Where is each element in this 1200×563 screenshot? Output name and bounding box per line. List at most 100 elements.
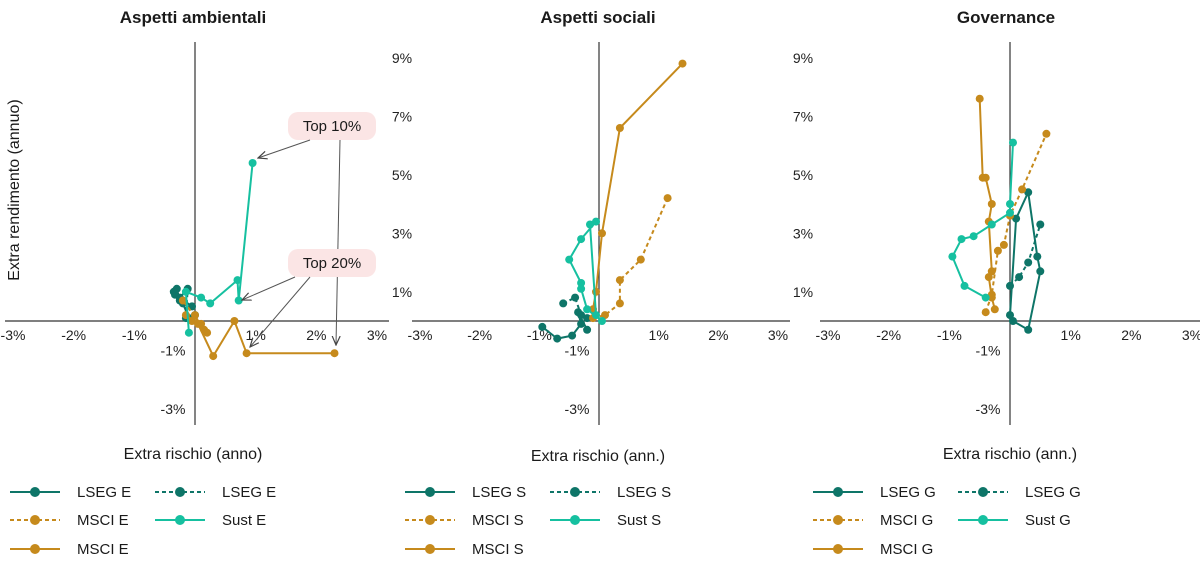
x-tick-label: -3% — [408, 327, 433, 343]
y-tick-label: 1% — [793, 284, 813, 300]
legend-item: MSCI G — [813, 512, 933, 529]
legend-item: MSCI S — [405, 541, 524, 558]
data-point — [981, 173, 990, 182]
y-tick-label: 7% — [392, 108, 412, 124]
legend-marker — [978, 487, 988, 497]
annotation-arrow — [258, 139, 311, 158]
x-tick-label: 1% — [649, 327, 669, 343]
legend-item: Sust G — [958, 512, 1071, 529]
legend-label: MSCI S — [472, 512, 524, 529]
legend-marker — [30, 487, 40, 497]
legend-item: LSEG S — [550, 484, 671, 501]
data-point — [181, 287, 190, 296]
data-point — [583, 325, 592, 334]
x-tick-label: -1% — [122, 327, 147, 343]
series-line — [1009, 224, 1042, 287]
data-point — [565, 255, 574, 264]
legend-item: LSEG S — [405, 484, 526, 501]
legend-marker — [570, 487, 580, 497]
data-point — [615, 124, 624, 132]
x-axis-label: Extra rischio (anno) — [124, 446, 263, 463]
y-tick-label: -1% — [565, 342, 590, 358]
legend-marker — [833, 544, 843, 554]
legend-marker — [833, 515, 843, 525]
x-tick-label: -3% — [1, 327, 26, 343]
data-point — [948, 252, 957, 261]
data-point — [577, 319, 586, 328]
data-point — [1036, 220, 1045, 229]
data-point — [197, 293, 206, 302]
data-point — [206, 299, 215, 308]
x-tick-label: 2% — [708, 327, 728, 343]
data-point — [636, 255, 645, 264]
data-point — [981, 308, 990, 317]
legend-item: MSCI E — [10, 512, 129, 529]
y-tick-label: 5% — [793, 167, 813, 183]
data-point — [1006, 200, 1014, 208]
annotation-1: Top 10% — [258, 112, 376, 345]
legend-marker — [30, 515, 40, 525]
y-tick-label: 9% — [793, 50, 813, 66]
data-point — [615, 299, 624, 308]
y-axis-label: Extra rendimento (annuo) — [6, 99, 23, 280]
x-tick-label: 2% — [1121, 327, 1141, 343]
data-point — [1012, 214, 1021, 223]
y-tick-label: -3% — [976, 401, 1001, 417]
legend-item: LSEG G — [813, 484, 936, 501]
data-point — [678, 59, 687, 68]
chart-panel-1: Aspetti ambientali -3% -2% -1% 1% 2% 3% 9% 7% 5% 3… — [1, 8, 413, 558]
data-point — [234, 296, 243, 305]
legend-label: MSCI S — [472, 541, 524, 558]
x-axis-label: Extra rischio (ann.) — [943, 446, 1077, 463]
data-point — [178, 296, 187, 305]
data-point — [981, 293, 990, 302]
x-axis-label: Extra rischio (ann.) — [531, 448, 665, 465]
data-point — [598, 229, 606, 238]
legend-label: LSEG G — [1025, 484, 1081, 501]
legend-item: LSEG G — [958, 484, 1081, 501]
annotation-label: Top 20% — [303, 255, 361, 272]
legend-label: MSCI E — [77, 512, 129, 529]
data-point — [957, 235, 966, 244]
chart-title: Governance — [957, 8, 1055, 27]
data-point — [1006, 311, 1014, 320]
data-point — [975, 94, 984, 103]
data-point — [592, 217, 600, 226]
legend-marker — [30, 544, 40, 554]
x-tick-label: -2% — [876, 327, 901, 343]
x-tick-label: -1% — [527, 327, 552, 343]
data-point — [330, 349, 339, 358]
annotation-arrow — [242, 276, 296, 300]
data-point — [577, 284, 586, 293]
data-point — [999, 240, 1008, 249]
data-point — [592, 311, 600, 320]
chart-panel-2: Aspetti sociali -3% -2% -1% 1% 2% 3% 9% 7% 5% 3% 1%… — [405, 8, 813, 558]
data-point — [987, 293, 996, 302]
legend-item: MSCI G — [813, 541, 933, 558]
y-tick-label: -3% — [161, 401, 186, 417]
y-tick-label: 5% — [392, 167, 412, 183]
legend-label: Sust S — [617, 512, 661, 529]
annotation-2: Top 20% — [242, 249, 376, 347]
legend-label: Sust E — [222, 512, 266, 529]
annotation-box — [288, 112, 376, 140]
data-point — [209, 352, 218, 361]
data-point — [583, 305, 592, 314]
x-tick-label: -2% — [61, 327, 86, 343]
legend-item: MSCI E — [10, 541, 129, 558]
data-point — [987, 200, 996, 208]
data-point — [577, 279, 586, 287]
x-tick-label: -1% — [937, 327, 962, 343]
y-tick-label: -1% — [976, 342, 1001, 358]
legend-marker — [425, 487, 435, 497]
y-tick-label: 1% — [392, 284, 412, 300]
y-tick-label: -1% — [161, 342, 186, 358]
data-point — [184, 328, 193, 337]
data-point — [568, 331, 577, 340]
legend-item: LSEG E — [155, 484, 276, 501]
data-point — [993, 246, 1002, 255]
legend-label: LSEG G — [880, 484, 936, 501]
series-line — [592, 62, 684, 310]
data-point — [663, 194, 672, 203]
legend-label: MSCI E — [77, 541, 129, 558]
